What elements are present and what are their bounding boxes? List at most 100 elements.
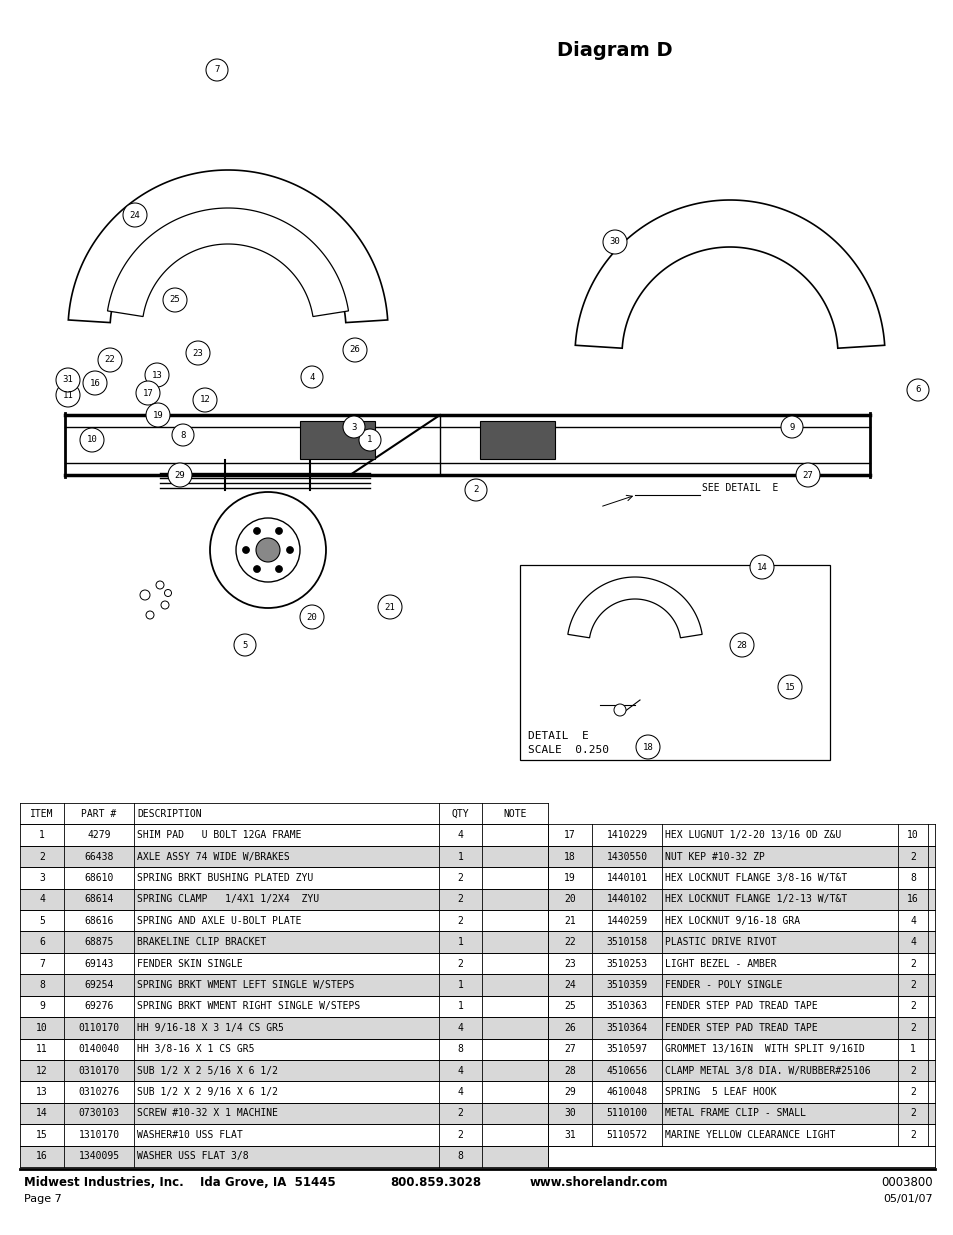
Text: 13: 13 (36, 1087, 48, 1097)
Text: 5110572: 5110572 (606, 1130, 647, 1140)
Bar (547, 931, 934, 953)
Text: SEE DETAIL  E: SEE DETAIL E (701, 483, 778, 493)
Text: 2: 2 (457, 873, 463, 883)
Text: 24: 24 (130, 210, 140, 220)
Bar (547, 1146, 934, 1167)
Text: 1: 1 (457, 1002, 463, 1011)
Text: 15: 15 (783, 683, 795, 692)
Circle shape (168, 463, 192, 487)
Text: 18: 18 (563, 851, 576, 862)
Text: 7: 7 (39, 958, 45, 968)
Circle shape (83, 370, 107, 395)
Text: 6: 6 (914, 385, 920, 394)
Circle shape (206, 59, 228, 82)
Text: LIGHT BEZEL - AMBER: LIGHT BEZEL - AMBER (664, 958, 776, 968)
Text: 4: 4 (457, 1023, 463, 1032)
Bar (20, 1039, 547, 1060)
Text: 26: 26 (563, 1023, 576, 1032)
Text: 0003800: 0003800 (881, 1177, 932, 1189)
Bar (547, 974, 934, 995)
Text: 4: 4 (457, 830, 463, 840)
Circle shape (358, 429, 380, 451)
Text: 0310170: 0310170 (78, 1066, 119, 1076)
Text: 0730103: 0730103 (78, 1109, 119, 1119)
Text: 1: 1 (457, 981, 463, 990)
Text: 3: 3 (39, 873, 45, 883)
Text: 800.859.3028: 800.859.3028 (390, 1177, 480, 1189)
Text: 2: 2 (909, 1130, 915, 1140)
Circle shape (146, 611, 153, 619)
Text: www.shorelandr.com: www.shorelandr.com (530, 1177, 668, 1189)
Text: WASHER USS FLAT 3/8: WASHER USS FLAT 3/8 (137, 1151, 249, 1161)
Text: 2: 2 (909, 851, 915, 862)
Text: 1: 1 (457, 851, 463, 862)
Polygon shape (575, 200, 883, 348)
Circle shape (377, 595, 401, 619)
Text: SHIM PAD   U BOLT 12GA FRAME: SHIM PAD U BOLT 12GA FRAME (137, 830, 301, 840)
Text: SPRING BRKT WMENT LEFT SINGLE W/STEPS: SPRING BRKT WMENT LEFT SINGLE W/STEPS (137, 981, 354, 990)
Circle shape (163, 288, 187, 312)
Text: 17: 17 (143, 389, 153, 398)
Bar (547, 910, 934, 931)
Bar (547, 825, 934, 846)
Text: 3510359: 3510359 (606, 981, 647, 990)
Text: GROMMET 13/16IN  WITH SPLIT 9/16ID: GROMMET 13/16IN WITH SPLIT 9/16ID (664, 1045, 863, 1055)
Circle shape (778, 676, 801, 699)
Circle shape (464, 479, 486, 501)
Text: PLASTIC DRIVE RIVOT: PLASTIC DRIVE RIVOT (664, 937, 776, 947)
Circle shape (161, 601, 169, 609)
Circle shape (145, 363, 169, 387)
Text: 2: 2 (457, 1130, 463, 1140)
Text: 9: 9 (39, 1002, 45, 1011)
Text: 31: 31 (563, 1130, 576, 1140)
Circle shape (636, 735, 659, 760)
Text: 16: 16 (36, 1151, 48, 1161)
Text: 26: 26 (349, 346, 360, 354)
Text: Ida Grove, IA  51445: Ida Grove, IA 51445 (200, 1177, 335, 1189)
Text: 4: 4 (39, 894, 45, 904)
Bar (547, 1060, 934, 1082)
Bar (547, 889, 934, 910)
Text: FENDER SKIN SINGLE: FENDER SKIN SINGLE (137, 958, 242, 968)
Text: 15: 15 (36, 1130, 48, 1140)
Circle shape (343, 338, 367, 362)
Text: 8: 8 (909, 873, 915, 883)
Circle shape (146, 403, 170, 427)
Bar (547, 867, 934, 889)
Text: ITEM: ITEM (30, 809, 53, 819)
Bar (20, 1146, 547, 1167)
Text: DESCRIPTION: DESCRIPTION (137, 809, 201, 819)
Circle shape (233, 634, 255, 656)
Text: 1: 1 (909, 1045, 915, 1055)
Text: 5: 5 (39, 916, 45, 926)
Text: Midwest Industries, Inc.: Midwest Industries, Inc. (24, 1177, 184, 1189)
Bar (547, 1018, 934, 1039)
Text: 3510364: 3510364 (606, 1023, 647, 1032)
Circle shape (286, 547, 294, 553)
Circle shape (56, 383, 80, 408)
Text: HEX LOCKNUT FLANGE 1/2-13 W/T&T: HEX LOCKNUT FLANGE 1/2-13 W/T&T (664, 894, 846, 904)
Text: 16: 16 (906, 894, 918, 904)
Bar (547, 995, 934, 1018)
Text: WASHER#10 USS FLAT: WASHER#10 USS FLAT (137, 1130, 242, 1140)
Text: 21: 21 (563, 916, 576, 926)
Text: HEX LOCKNUT FLANGE 3/8-16 W/T&T: HEX LOCKNUT FLANGE 3/8-16 W/T&T (664, 873, 846, 883)
Circle shape (255, 538, 280, 562)
Text: HH 3/8-16 X 1 CS GR5: HH 3/8-16 X 1 CS GR5 (137, 1045, 254, 1055)
Text: 2: 2 (909, 981, 915, 990)
Text: HH 9/16-18 X 3 1/4 CS GR5: HH 9/16-18 X 3 1/4 CS GR5 (137, 1023, 284, 1032)
Text: SPRING  5 LEAF HOOK: SPRING 5 LEAF HOOK (664, 1087, 776, 1097)
Text: 19: 19 (563, 873, 576, 883)
Text: 1: 1 (39, 830, 45, 840)
Bar (0, 0, 953, 803)
Text: DETAIL  E: DETAIL E (527, 731, 588, 741)
Circle shape (749, 555, 773, 579)
Text: 2: 2 (909, 958, 915, 968)
Bar (20, 995, 547, 1018)
Text: Page 7: Page 7 (24, 1194, 62, 1204)
Text: 30: 30 (609, 237, 619, 247)
Text: 1440102: 1440102 (606, 894, 647, 904)
Bar (20, 910, 547, 931)
Text: 4510656: 4510656 (606, 1066, 647, 1076)
Text: 23: 23 (563, 958, 576, 968)
